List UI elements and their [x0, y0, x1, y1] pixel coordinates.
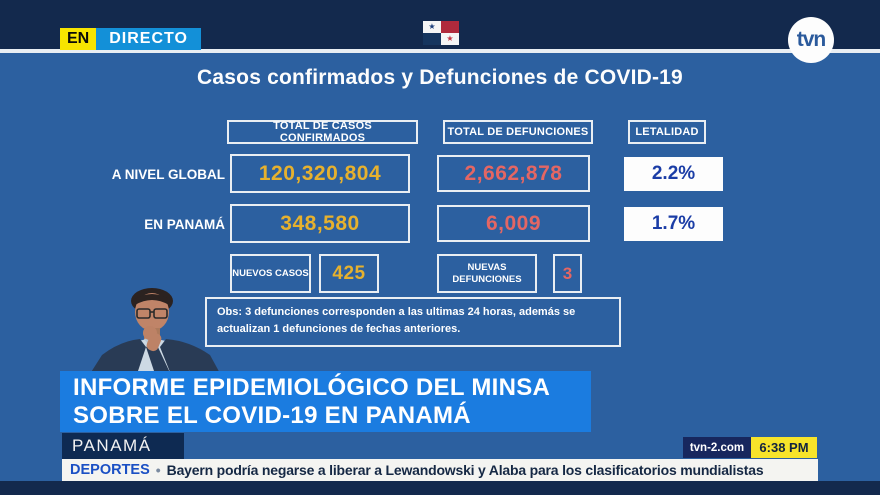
global-casos-value: 120,320,804	[258, 161, 382, 185]
flag-quadrant-star-blue: ★	[423, 21, 441, 33]
global-casos-box: 120,320,804	[230, 154, 410, 193]
panama-letalidad-box: 1.7%	[624, 207, 723, 241]
news-ticker: DEPORTES • Bayern podría negarse a liber…	[62, 459, 818, 481]
nuevos-casos-label-box: NUEVOS CASOS	[230, 254, 311, 293]
nuevos-casos-value-box: 425	[319, 254, 379, 293]
nuevos-casos-value: 425	[332, 262, 366, 284]
ticker-headline: Bayern podría negarse a liberar a Lewand…	[166, 462, 764, 478]
flag-quadrant-blue	[423, 33, 441, 45]
flag-quadrant-star-red: ★	[441, 33, 459, 45]
panama-casos-value: 348,580	[280, 211, 360, 235]
lower-third-headline: INFORME EPIDEMIOLÓGICO DEL MINSA SOBRE E…	[60, 371, 591, 432]
sign-language-interpreter	[88, 288, 222, 377]
ticker-bullet-icon: •	[155, 462, 161, 478]
observation-note: Obs: 3 defunciones corresponden a las ul…	[205, 297, 621, 347]
headline-line-1: INFORME EPIDEMIOLÓGICO DEL MINSA	[73, 374, 551, 401]
panama-defunciones-value: 6,009	[485, 211, 542, 235]
row-label-global: A NIVEL GLOBAL	[111, 167, 225, 182]
location-tag: PANAMÁ	[62, 433, 184, 459]
global-defunciones-box: 2,662,878	[437, 155, 590, 192]
live-badge-en: EN	[60, 28, 97, 50]
nuevas-defunciones-value-box: 3	[553, 254, 582, 293]
column-header-casos: TOTAL DE CASOS CONFIRMADOS	[227, 120, 418, 144]
panama-defunciones-box: 6,009	[437, 205, 590, 242]
flag-quadrant-red	[441, 21, 459, 33]
global-letalidad-box: 2.2%	[624, 157, 723, 191]
panama-flag-icon: ★ ★	[423, 21, 459, 45]
clock-badge: 6:38 PM	[751, 437, 817, 458]
bottom-strip	[0, 481, 880, 495]
nuevas-defunciones-value: 3	[562, 263, 573, 283]
panama-casos-box: 348,580	[230, 204, 410, 243]
live-badge: EN DIRECTO	[60, 28, 201, 50]
ticker-category: DEPORTES	[70, 462, 150, 478]
tvn-logo: tvn	[788, 17, 834, 63]
headline-line-2: SOBRE EL COVID-19 EN PANAMÁ	[73, 402, 471, 429]
top-bar-divider	[0, 49, 880, 53]
column-header-defunciones: TOTAL DE DEFUNCIONES	[443, 120, 593, 144]
global-defunciones-value: 2,662,878	[464, 161, 563, 185]
live-badge-directo: DIRECTO	[96, 28, 201, 50]
column-header-letalidad: LETALIDAD	[628, 120, 706, 144]
row-label-panama: EN PANAMÁ	[144, 217, 225, 232]
infographic-title: Casos confirmados y Defunciones de COVID…	[197, 66, 683, 89]
nuevas-defunciones-label-box: NUEVAS DEFUNCIONES	[437, 254, 537, 293]
website-badge: tvn-2.com	[683, 437, 751, 458]
